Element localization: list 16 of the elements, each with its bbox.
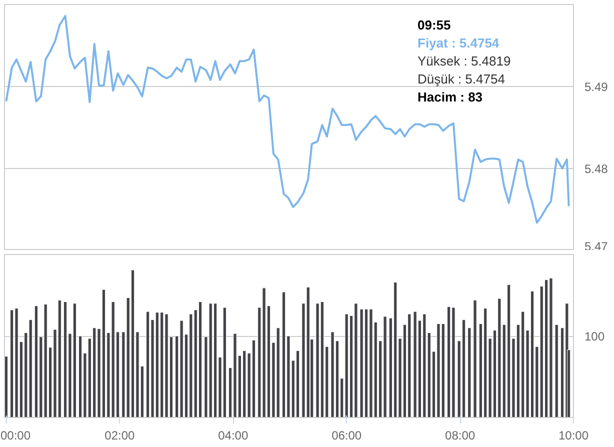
- annotation: Yüksek : 5.4819: [418, 54, 511, 68]
- x-tick-label: 00:00: [0, 428, 31, 442]
- annotation: Düşük : 5.4754: [418, 72, 505, 86]
- bar: [296, 350, 300, 418]
- y-tick-label: 5.48: [584, 162, 608, 176]
- x-tick-label: 10:00: [558, 428, 589, 442]
- y-tick-label: 100: [584, 330, 605, 344]
- x-tick-label: 08:00: [445, 428, 476, 442]
- y-tick-label: 5.49: [584, 80, 608, 94]
- x-tick-label: 04:00: [218, 428, 248, 442]
- annotation: 09:55: [418, 18, 451, 32]
- annotation: Fiyat : 5.4754: [418, 36, 500, 50]
- annotation: Hacim : 83: [418, 90, 483, 104]
- x-tick-label: 06:00: [332, 428, 362, 442]
- x-tick-label: 02:00: [104, 428, 135, 442]
- bar: [4, 356, 8, 418]
